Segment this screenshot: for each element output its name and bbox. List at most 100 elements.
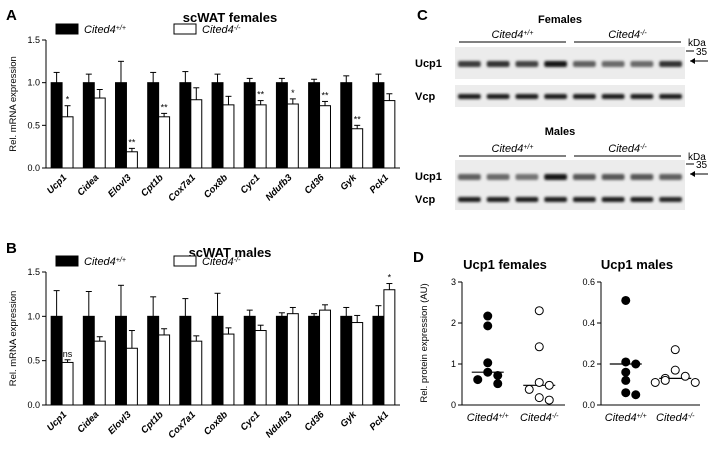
y-tick-label: 1.5	[27, 267, 40, 277]
legend-swatch	[55, 255, 79, 267]
bar	[275, 315, 288, 406]
blot-band	[544, 94, 567, 99]
blot-band	[573, 94, 596, 99]
blot-group-label: Cited4+/+	[492, 29, 534, 41]
y-tick-label: 0.5	[27, 356, 40, 366]
blot-band	[486, 61, 510, 67]
data-point	[483, 367, 493, 377]
bar	[82, 315, 95, 406]
blot-band	[659, 94, 682, 99]
bar	[351, 128, 364, 169]
legend-swatch	[55, 23, 79, 35]
significance-label: **	[322, 90, 330, 100]
data-point	[660, 375, 670, 385]
y-tick-label: 1.0	[27, 78, 40, 88]
x-tick-label: Cd36	[302, 172, 327, 197]
bar	[179, 315, 192, 406]
y-tick-label: 0.5	[27, 120, 40, 130]
x-tick-label: Pck1	[368, 172, 391, 195]
blot-band	[544, 197, 567, 202]
panel-d-right-title: Ucp1 males	[601, 257, 673, 272]
data-point	[621, 357, 631, 367]
blot-band	[601, 174, 625, 180]
bar	[286, 313, 299, 406]
blot-band	[601, 197, 625, 202]
bar	[93, 97, 106, 169]
blot-band	[458, 174, 481, 180]
y-axis-label: Rel. mRNA expression	[8, 56, 19, 152]
bar	[211, 315, 224, 406]
bar	[50, 82, 63, 169]
legend-label: Cited4-/-	[202, 256, 241, 268]
bar	[351, 322, 364, 406]
blot-row-label: Ucp1	[415, 171, 442, 183]
y-tick-label: 1	[451, 359, 456, 369]
data-point	[621, 367, 631, 377]
legend-swatch	[173, 23, 197, 35]
significance-label: **	[161, 102, 169, 112]
blot-band	[630, 174, 654, 180]
band-arrow-head	[690, 171, 695, 177]
x-tick-label: Cox8b	[202, 172, 230, 200]
data-point	[621, 388, 631, 398]
significance-label: **	[354, 114, 362, 124]
x-tick-label: Cox7a1	[166, 172, 198, 204]
bar	[115, 82, 127, 169]
data-point	[473, 375, 483, 385]
blot-row-label: Ucp1	[415, 58, 442, 70]
x-tick-label: Ucp1	[45, 172, 69, 196]
blot-band	[659, 61, 682, 67]
bar	[61, 361, 74, 406]
blot-band	[544, 174, 567, 180]
bar	[254, 104, 267, 169]
bar	[125, 347, 138, 406]
data-point	[621, 295, 631, 305]
bar	[243, 315, 256, 406]
blot-strip	[455, 188, 685, 210]
data-point	[483, 358, 493, 368]
data-point	[544, 380, 554, 390]
bar	[340, 82, 353, 169]
blot-band	[630, 61, 654, 67]
x-tick-label: Cyc1	[238, 409, 262, 433]
bar	[147, 315, 160, 406]
x-tick-label: Cited4-/-	[520, 412, 559, 424]
data-point	[483, 321, 493, 331]
y-tick-label: 0	[451, 400, 456, 410]
panel-b-title: scWAT males	[189, 245, 272, 260]
bar	[243, 82, 256, 169]
x-tick-label: Ucp1	[45, 409, 69, 433]
y-tick-label: 1.0	[27, 311, 40, 321]
blot-band	[458, 94, 481, 99]
x-tick-label: Cpt1b	[139, 172, 166, 199]
x-tick-label: Elovl3	[106, 172, 134, 200]
x-tick-label: Gyk	[338, 409, 359, 430]
significance-label: *	[66, 95, 70, 105]
y-tick-label: 2	[451, 318, 456, 328]
data-point	[690, 377, 700, 387]
blot-band	[486, 197, 510, 202]
y-axis-label: Rel. mRNA expression	[8, 291, 19, 387]
x-tick-label: Gyk	[338, 172, 359, 193]
data-point	[524, 384, 534, 394]
x-tick-label: Cyc1	[238, 172, 262, 196]
marker-label: 35	[696, 160, 708, 171]
blot-band	[601, 94, 625, 99]
bar	[372, 315, 385, 406]
data-point	[534, 393, 544, 403]
blot-band	[544, 61, 567, 67]
data-point	[493, 370, 503, 380]
bar	[222, 104, 235, 169]
data-point	[493, 379, 503, 389]
x-tick-label: Cox8b	[202, 409, 230, 437]
blot-row-label: Vcp	[415, 91, 435, 103]
data-point	[621, 375, 631, 385]
data-point	[650, 377, 660, 387]
bar	[286, 103, 299, 169]
bar	[372, 82, 385, 169]
blot-row-label: Vcp	[415, 194, 435, 206]
x-tick-label: Pck1	[368, 409, 391, 432]
bar	[211, 82, 224, 169]
y-tick-label: 0.6	[582, 277, 595, 287]
panel-letter-b: B	[6, 240, 17, 257]
